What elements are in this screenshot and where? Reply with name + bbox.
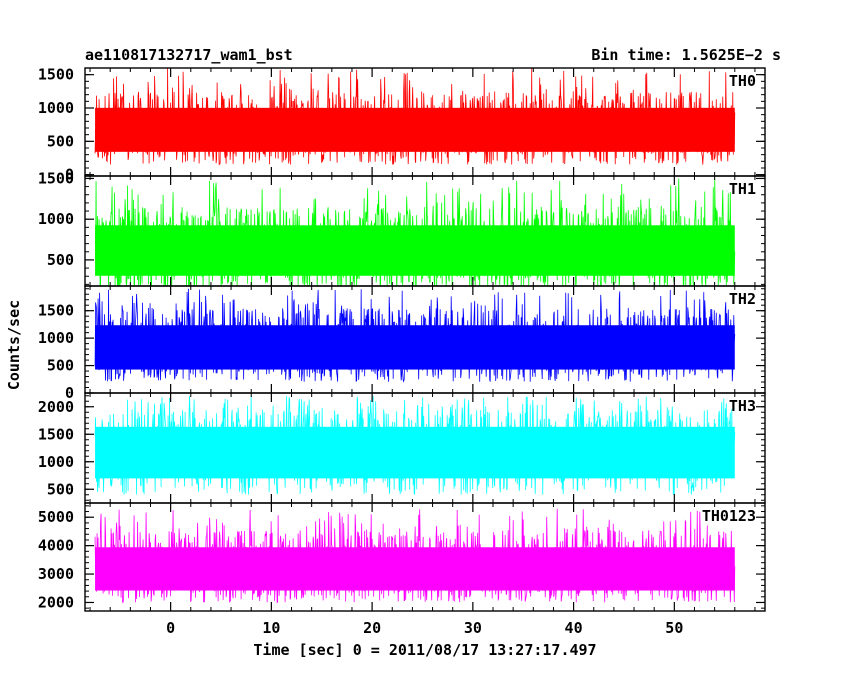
series-line-th1 (94, 178, 736, 286)
x-tick-label: 30 (464, 619, 482, 637)
y-tick-label: 4000 (38, 537, 74, 555)
panel-name-label: TH0123 (702, 507, 756, 525)
panel-th2: 0 500 1000 1500 TH2 (38, 285, 766, 402)
y-tick-label: 0 (65, 384, 74, 402)
x-tick-label: 20 (363, 619, 381, 637)
x-tick-label: 40 (565, 619, 583, 637)
y-tick-label: 1000 (38, 99, 74, 117)
panel-th3: 500 1000 1500 2000 TH3 (38, 392, 766, 504)
y-tick-label: 500 (47, 251, 74, 269)
y-tick-label: 2000 (38, 593, 74, 611)
series-line-th0 (94, 68, 736, 166)
panel-name-label: TH1 (729, 180, 756, 198)
y-tick-label: 500 (47, 132, 74, 150)
y-tick-label: 500 (47, 357, 74, 375)
y-tick-label: 1000 (38, 210, 74, 228)
y-tick-label: 1000 (38, 453, 74, 471)
panel-th0123: 2000 3000 4000 5000 TH0123 (38, 502, 766, 612)
series-line-th2 (94, 288, 736, 383)
y-tick-label: 1500 (38, 425, 74, 443)
panel-th1: 500 1000 1500 TH1 (38, 169, 766, 287)
y-tick-label: 1500 (38, 169, 74, 187)
y-tick-label: 0 (65, 166, 74, 184)
y-tick-label: 3000 (38, 565, 74, 583)
y-tick-label: 1500 (38, 302, 74, 320)
panel-th0: 0 500 1000 1500 TH0 (38, 66, 766, 184)
series-line-th0123 (94, 508, 736, 604)
y-axis-label: Counts/sec (5, 300, 23, 390)
y-tick-label: 500 (47, 480, 74, 498)
panel-name-label: TH2 (729, 290, 756, 308)
y-tick-label: 1500 (38, 66, 74, 84)
y-tick-label: 1000 (38, 329, 74, 347)
chart-title: ae110817132717_wam1_bst (85, 46, 293, 64)
x-axis-label: Time [sec] 0 = 2011/08/17 13:27:17.497 (253, 641, 596, 659)
series-line-th3 (94, 395, 736, 496)
bin-time-label: Bin time: 1.5625E−2 s (591, 46, 781, 64)
panel-name-label: TH0 (729, 72, 756, 90)
y-tick-label: 2000 (38, 398, 74, 416)
x-tick-label: 50 (665, 619, 683, 637)
x-tick-label: 0 (166, 619, 175, 637)
x-tick-label: 10 (262, 619, 280, 637)
panel-name-label: TH3 (729, 397, 756, 415)
y-tick-label: 5000 (38, 508, 74, 526)
